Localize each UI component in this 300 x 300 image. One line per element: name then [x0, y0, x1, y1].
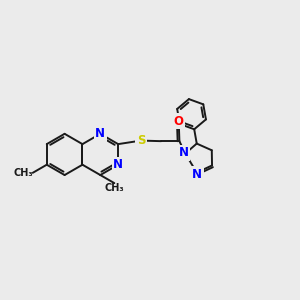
Text: N: N [179, 146, 189, 159]
Text: N: N [113, 158, 123, 171]
Text: N: N [192, 168, 202, 181]
Text: CH₃: CH₃ [104, 183, 124, 193]
Text: S: S [137, 134, 146, 147]
Text: CH₃: CH₃ [13, 168, 33, 178]
Text: O: O [174, 115, 184, 128]
Text: N: N [95, 127, 105, 140]
